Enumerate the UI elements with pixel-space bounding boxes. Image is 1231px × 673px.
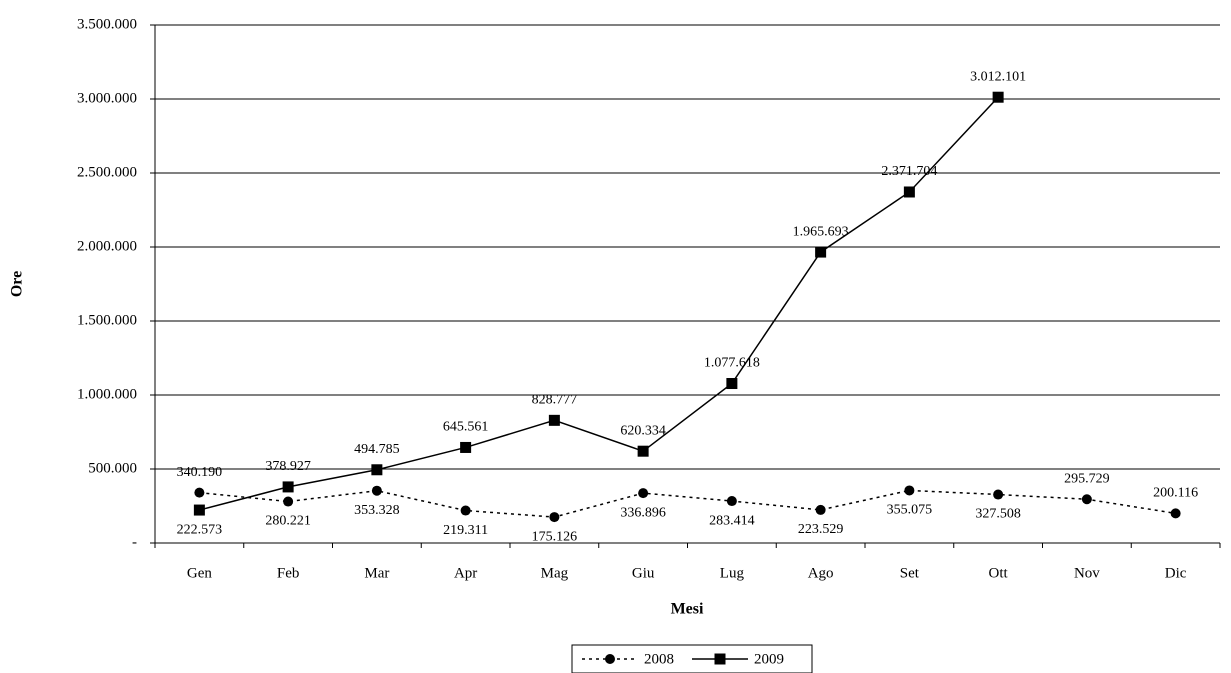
legend-label: 2008	[644, 651, 674, 667]
marker	[605, 654, 615, 664]
marker	[904, 485, 915, 496]
marker	[193, 504, 205, 516]
x-tick-label: Ott	[989, 565, 1009, 581]
value-label: 327.508	[975, 507, 1021, 522]
marker	[714, 653, 726, 665]
value-label: 175.126	[532, 529, 578, 544]
x-tick-label: Dic	[1165, 565, 1187, 581]
marker	[460, 441, 472, 453]
value-label: 222.573	[177, 522, 223, 537]
marker	[194, 487, 205, 498]
y-tick-label: 1.000.000	[77, 386, 137, 402]
x-tick-label: Gen	[187, 565, 212, 581]
value-label: 280.221	[265, 514, 311, 529]
marker	[282, 481, 294, 493]
marker	[548, 414, 560, 426]
marker	[371, 485, 382, 496]
value-label: 620.334	[620, 423, 666, 438]
y-tick-label: 3.000.000	[77, 90, 137, 106]
marker	[993, 489, 1004, 500]
y-tick-label: 2.500.000	[77, 164, 137, 180]
marker	[815, 504, 826, 515]
y-tick-label: 3.500.000	[77, 16, 137, 32]
value-label: 200.116	[1153, 486, 1198, 501]
marker	[549, 512, 560, 523]
value-label: 494.785	[354, 442, 400, 457]
value-label: 1.965.693	[793, 224, 849, 239]
y-tick-label: 1.500.000	[77, 312, 137, 328]
x-tick-label: Ago	[808, 565, 834, 581]
y-tick-label: 2.000.000	[77, 238, 137, 254]
x-tick-label: Mar	[364, 565, 389, 581]
value-label: 355.075	[887, 503, 933, 518]
x-tick-label: Feb	[277, 565, 300, 581]
value-label: 378.927	[265, 459, 311, 474]
value-label: 645.561	[443, 420, 489, 435]
value-label: 2.371.704	[881, 164, 937, 179]
marker	[283, 496, 294, 507]
marker	[1081, 494, 1092, 505]
marker	[637, 445, 649, 457]
y-axis-title: Ore	[9, 271, 26, 297]
marker	[371, 464, 383, 476]
value-label: 340.190	[177, 465, 223, 480]
value-label: 1.077.618	[704, 356, 760, 371]
value-label: 828.777	[532, 393, 578, 408]
value-label: 223.529	[798, 522, 844, 537]
x-tick-label: Nov	[1074, 565, 1100, 581]
marker	[903, 186, 915, 198]
x-axis-title: Mesi	[671, 601, 704, 618]
marker	[638, 488, 649, 499]
value-label: 219.311	[443, 523, 488, 538]
value-label: 283.414	[709, 513, 755, 528]
value-label: 295.729	[1064, 471, 1110, 486]
x-tick-label: Mag	[541, 565, 569, 581]
marker	[726, 378, 738, 390]
y-tick-label: 500.000	[88, 460, 137, 476]
value-label: 3.012.101	[970, 69, 1026, 84]
value-label: 336.896	[620, 505, 666, 520]
marker	[992, 91, 1004, 103]
marker	[726, 496, 737, 507]
series-line	[199, 96, 999, 511]
y-tick-label: -	[132, 534, 137, 550]
marker	[815, 246, 827, 258]
x-tick-label: Lug	[720, 565, 745, 581]
x-tick-label: Set	[900, 565, 920, 581]
legend-label: 2009	[754, 651, 784, 667]
marker	[1170, 508, 1181, 519]
x-tick-label: Giu	[632, 565, 655, 581]
x-tick-label: Apr	[454, 565, 477, 581]
series-line	[199, 489, 1176, 518]
value-label: 353.328	[354, 503, 400, 518]
marker	[460, 505, 471, 516]
